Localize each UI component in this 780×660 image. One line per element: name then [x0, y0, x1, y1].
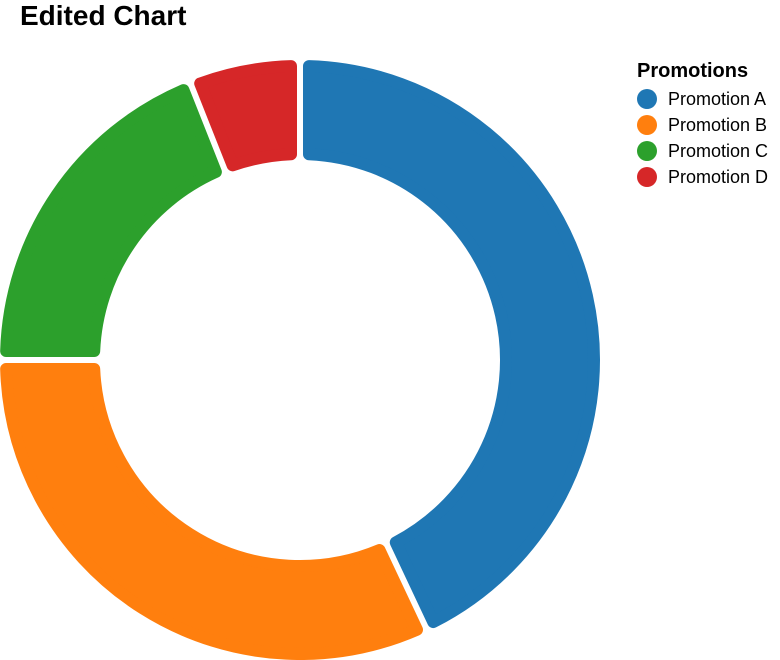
legend-label: Promotion A: [668, 88, 767, 109]
legend-swatch: [637, 89, 657, 109]
legend-item-promotion-c[interactable]: Promotion C: [637, 138, 780, 164]
legend: Promotions Promotion A Promotion B Promoti…: [637, 59, 780, 190]
legend-label: Promotion C: [668, 140, 769, 161]
slice-promotion-d[interactable]: [194, 60, 297, 172]
slice-promotion-b[interactable]: [0, 363, 423, 660]
legend-items: Promotion A Promotion B Promotion C Promoti…: [637, 86, 780, 190]
legend-title: Promotions: [637, 60, 749, 82]
chart-title: Edited Chart: [20, 0, 187, 31]
slice-promotion-a[interactable]: [303, 60, 600, 629]
legend-item-promotion-a[interactable]: Promotion A: [637, 86, 780, 112]
legend-label: Promotion D: [668, 166, 769, 187]
legend-item-promotion-b[interactable]: Promotion B: [637, 112, 780, 138]
slice-promotion-c[interactable]: [0, 84, 222, 357]
legend-swatch: [637, 115, 657, 135]
legend-swatch: [637, 167, 657, 187]
legend-swatch: [637, 141, 657, 161]
legend-label: Promotion B: [668, 114, 768, 135]
legend-item-promotion-d[interactable]: Promotion D: [637, 164, 780, 190]
